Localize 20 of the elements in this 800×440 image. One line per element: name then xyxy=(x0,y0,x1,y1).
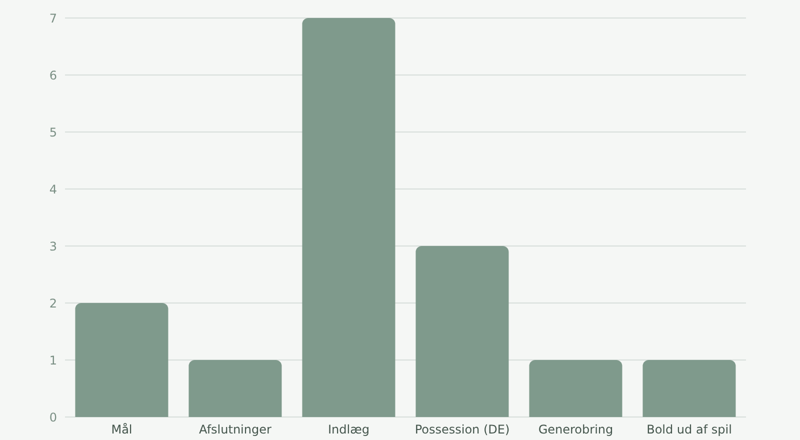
y-tick-label: 4 xyxy=(49,182,57,196)
bar xyxy=(529,360,622,417)
x-tick-label: Possession (DE) xyxy=(414,422,510,437)
bar xyxy=(188,360,282,417)
bar xyxy=(75,303,168,417)
x-tick-label: Mål xyxy=(111,422,132,437)
x-tick-label: Afslutninger xyxy=(199,422,272,437)
bar xyxy=(642,360,736,417)
y-tick-label: 5 xyxy=(49,125,57,140)
bar xyxy=(302,18,396,417)
x-tick-label: Bold ud af spil xyxy=(646,422,732,437)
x-tick-label: Indlæg xyxy=(328,422,370,437)
y-tick-label: 1 xyxy=(49,353,57,368)
x-tick-label: Generobring xyxy=(538,422,614,437)
y-tick-label: 3 xyxy=(49,239,57,254)
y-tick-label: 7 xyxy=(49,11,57,26)
y-tick-label: 6 xyxy=(49,68,57,82)
y-tick-label: 0 xyxy=(49,410,57,424)
bar xyxy=(416,246,509,417)
y-tick-label: 2 xyxy=(49,296,57,310)
